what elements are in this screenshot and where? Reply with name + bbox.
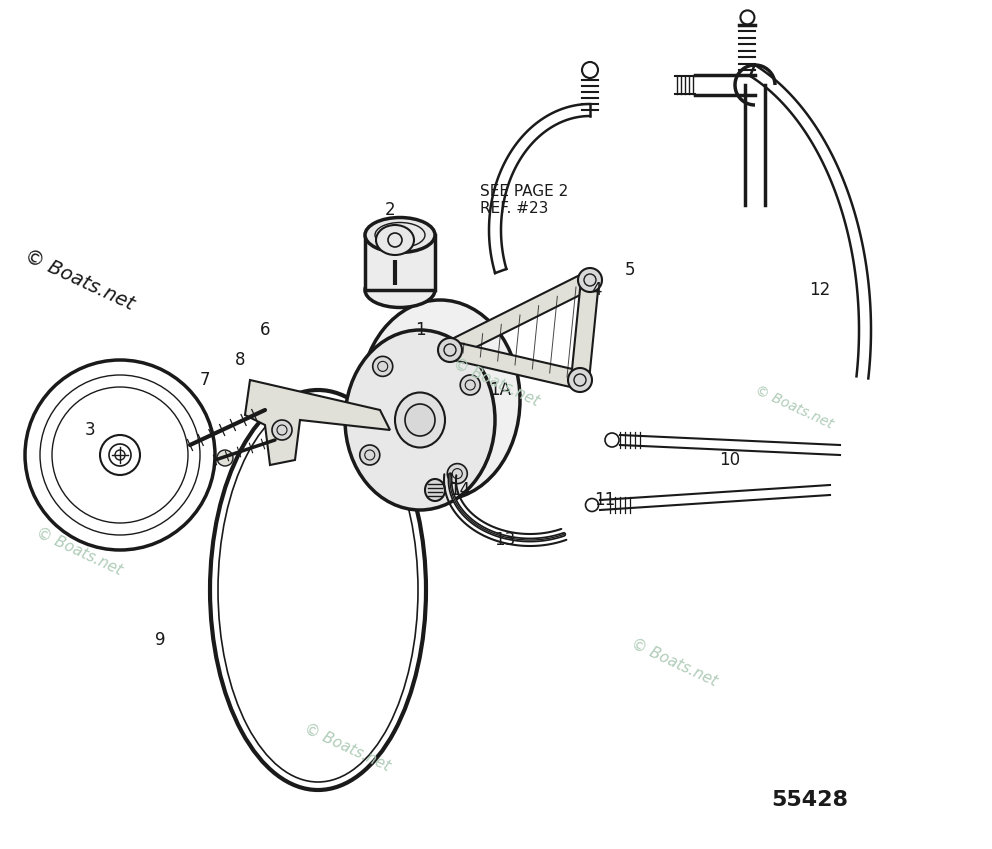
- Text: © Boats.net: © Boats.net: [302, 721, 393, 773]
- Ellipse shape: [272, 420, 292, 440]
- Ellipse shape: [460, 375, 480, 395]
- Text: © Boats.net: © Boats.net: [450, 356, 542, 408]
- Text: © Boats.net: © Boats.net: [752, 383, 835, 432]
- Ellipse shape: [405, 404, 435, 436]
- Text: 7: 7: [199, 371, 210, 389]
- Text: 5: 5: [625, 261, 635, 279]
- Polygon shape: [365, 235, 435, 290]
- Ellipse shape: [345, 330, 495, 510]
- Text: 6: 6: [260, 321, 270, 339]
- Ellipse shape: [365, 217, 435, 252]
- Text: 14: 14: [449, 481, 470, 499]
- Text: 4: 4: [591, 281, 601, 299]
- Ellipse shape: [115, 450, 125, 460]
- Ellipse shape: [438, 338, 462, 362]
- Text: 11: 11: [594, 491, 616, 509]
- Ellipse shape: [447, 464, 467, 484]
- Text: 8: 8: [235, 351, 245, 369]
- Ellipse shape: [395, 392, 445, 447]
- Text: 3: 3: [84, 421, 95, 439]
- Text: 9: 9: [155, 631, 166, 649]
- Ellipse shape: [373, 357, 393, 376]
- Text: © Boats.net: © Boats.net: [22, 246, 137, 314]
- Text: 1: 1: [415, 321, 426, 339]
- Text: © Boats.net: © Boats.net: [34, 526, 125, 578]
- Ellipse shape: [578, 268, 602, 292]
- Ellipse shape: [568, 368, 592, 392]
- Text: 12: 12: [809, 281, 830, 299]
- Polygon shape: [245, 380, 390, 465]
- Text: 2: 2: [385, 201, 396, 219]
- Ellipse shape: [217, 450, 233, 466]
- Text: 55428: 55428: [772, 790, 848, 810]
- Text: 1A: 1A: [489, 381, 511, 399]
- Ellipse shape: [376, 225, 414, 255]
- Polygon shape: [448, 341, 582, 389]
- Text: 13: 13: [494, 531, 516, 549]
- Ellipse shape: [425, 479, 445, 501]
- Ellipse shape: [360, 300, 520, 500]
- Text: SEE PAGE 2
REF. #23: SEE PAGE 2 REF. #23: [480, 183, 568, 216]
- Polygon shape: [446, 272, 594, 358]
- Ellipse shape: [365, 273, 435, 307]
- Polygon shape: [571, 279, 599, 381]
- Ellipse shape: [360, 445, 380, 465]
- Text: © Boats.net: © Boats.net: [629, 636, 720, 689]
- Ellipse shape: [109, 444, 131, 466]
- Text: 10: 10: [719, 451, 741, 469]
- Ellipse shape: [100, 435, 140, 475]
